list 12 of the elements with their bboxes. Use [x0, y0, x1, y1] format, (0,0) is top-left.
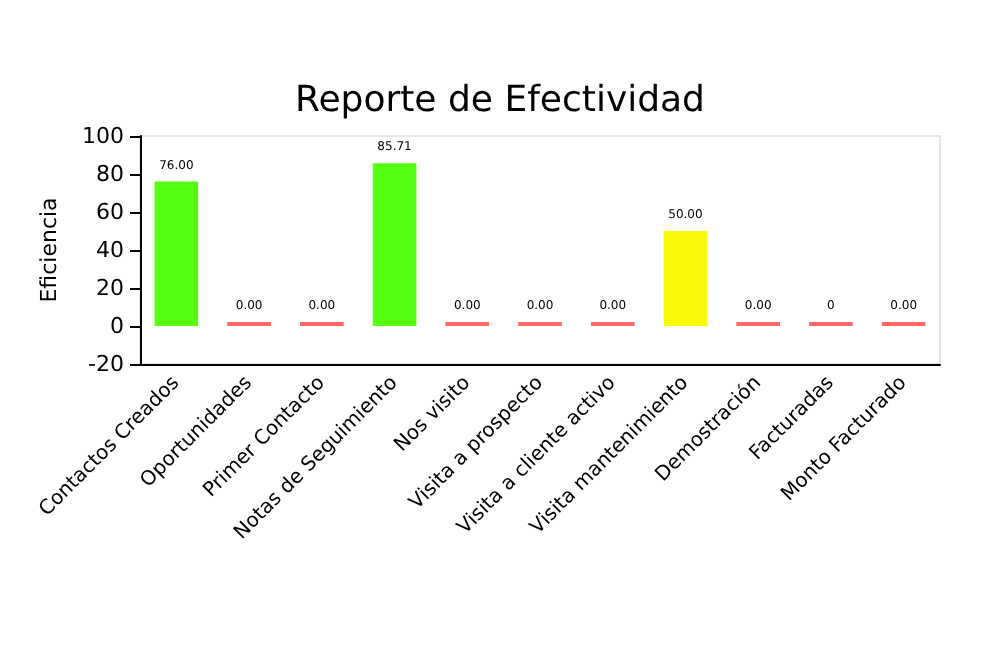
y-tick-label: 20 [96, 275, 124, 301]
y-axis-title: Eficiencia [36, 197, 63, 303]
bar [663, 231, 708, 326]
y-tick-label: 80 [96, 161, 124, 187]
y-tick-label: 0 [110, 313, 124, 339]
bar [372, 163, 417, 326]
y-tick-label: 60 [96, 199, 124, 225]
y-tick-label: 100 [82, 123, 124, 149]
bar [154, 181, 199, 326]
chart-title: Reporte de Efectividad [295, 79, 705, 121]
y-tick-label: 40 [96, 237, 124, 263]
y-tick-label: -20 [88, 351, 124, 377]
